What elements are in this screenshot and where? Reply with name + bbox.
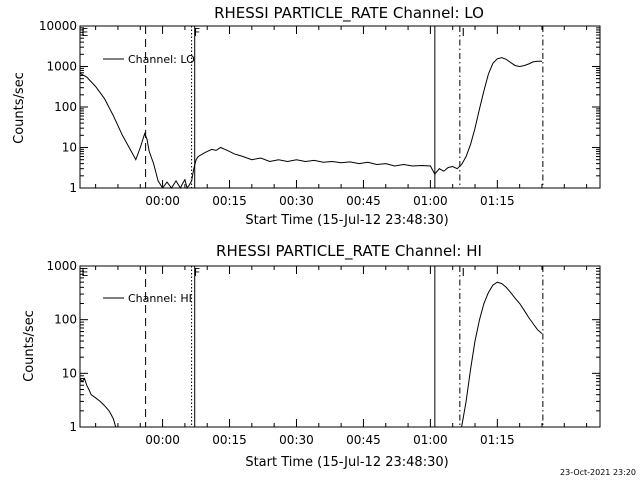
y-axis-label: Counts/sec bbox=[12, 72, 27, 144]
y-tick-label: 100 bbox=[54, 313, 77, 327]
x-tick-label: 00:15 bbox=[212, 194, 247, 208]
flag-i: I bbox=[462, 26, 465, 39]
y-tick-label: 1000 bbox=[46, 60, 77, 74]
plot-frame bbox=[79, 265, 601, 428]
chart-title: RHESSI PARTICLE_RATE Channel: LO bbox=[214, 4, 484, 23]
x-tick-label: 00:30 bbox=[279, 194, 314, 208]
legend-label: Channel: HI bbox=[128, 292, 192, 305]
x-tick-label: 00:45 bbox=[346, 433, 381, 447]
x-tick-label: 00:00 bbox=[145, 194, 180, 208]
series-line bbox=[79, 57, 542, 190]
plot-panel-hi: RHESSI PARTICLE_RATE Channel: HI 00:00 00… bbox=[22, 242, 601, 470]
y-tick-label: 1000 bbox=[46, 259, 77, 273]
y-tick-label: 100 bbox=[54, 100, 77, 114]
x-tick-label: 01:15 bbox=[480, 433, 515, 447]
y-tick-label: 10 bbox=[62, 141, 77, 155]
axis-ticks: 00:00 00:15 00:30 00:45 01:00 01:15 1 10 100 1000 bbox=[46, 259, 600, 447]
x-tick-label: 01:00 bbox=[413, 433, 448, 447]
y-tick-label: 1 bbox=[69, 181, 77, 195]
x-tick-label: 01:00 bbox=[413, 194, 448, 208]
time-markers bbox=[145, 26, 544, 188]
plot-panel-lo: RHESSI PARTICLE_RATE Channel: LO 00:00 00… bbox=[12, 4, 601, 228]
series-line bbox=[461, 281, 543, 428]
x-tick-label: 00:15 bbox=[212, 433, 247, 447]
x-tick-label: 00:00 bbox=[145, 433, 180, 447]
y-axis-label: Counts/sec bbox=[22, 310, 37, 382]
x-tick-label: 00:30 bbox=[279, 433, 314, 447]
flag-i: I bbox=[462, 266, 465, 279]
x-axis-label: Start Time (15-Jul-12 23:48:30) bbox=[245, 455, 448, 470]
chart-title: RHESSI PARTICLE_RATE Channel: HI bbox=[216, 242, 482, 261]
legend: Channel: HI bbox=[103, 292, 192, 305]
x-tick-label: 00:45 bbox=[346, 194, 381, 208]
flag-e: E bbox=[81, 26, 88, 39]
axis-ticks: 00:00 00:15 00:30 00:45 01:00 01:15 1 10 100 1000… bbox=[39, 19, 600, 208]
legend-label: Channel: LO bbox=[128, 53, 195, 66]
time-markers bbox=[145, 266, 544, 427]
flag-f: F bbox=[194, 266, 200, 279]
data-series bbox=[79, 57, 542, 190]
generation-timestamp: 23-Oct-2021 23:20 bbox=[560, 468, 636, 477]
y-tick-label: 1 bbox=[69, 420, 77, 434]
x-tick-label: 01:15 bbox=[480, 194, 515, 208]
y-tick-label: 10 bbox=[62, 366, 77, 380]
series-line bbox=[79, 377, 117, 428]
plot-frame bbox=[79, 25, 601, 189]
data-series bbox=[79, 281, 543, 428]
legend: Channel: LO bbox=[103, 53, 195, 66]
y-tick-label: 10000 bbox=[39, 19, 77, 33]
x-axis-label: Start Time (15-Jul-12 23:48:30) bbox=[245, 213, 448, 228]
flag-f: F bbox=[194, 26, 200, 39]
flag-e: E bbox=[81, 266, 88, 279]
